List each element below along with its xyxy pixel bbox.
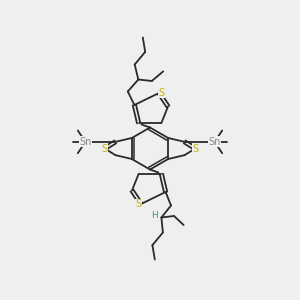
Text: S: S bbox=[102, 143, 108, 154]
Text: S: S bbox=[136, 199, 142, 209]
Text: Sn: Sn bbox=[79, 137, 92, 147]
Text: S: S bbox=[192, 143, 198, 154]
Text: Sn: Sn bbox=[208, 137, 221, 147]
Text: S: S bbox=[158, 88, 164, 98]
Text: H: H bbox=[152, 212, 158, 220]
